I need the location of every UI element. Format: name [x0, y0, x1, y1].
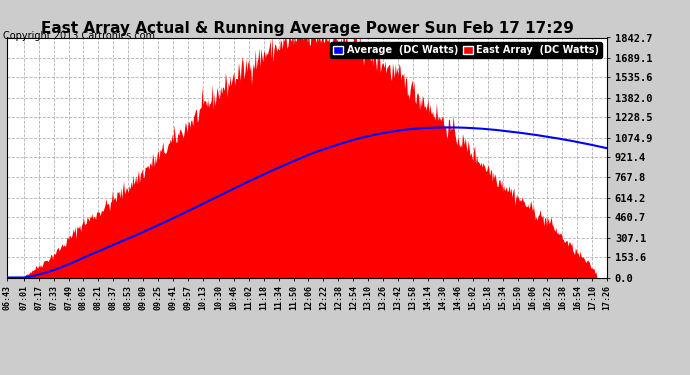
Title: East Array Actual & Running Average Power Sun Feb 17 17:29: East Array Actual & Running Average Powe…	[41, 21, 573, 36]
Text: Copyright 2013 Cartronics.com: Copyright 2013 Cartronics.com	[3, 32, 155, 41]
Legend: Average  (DC Watts), East Array  (DC Watts): Average (DC Watts), East Array (DC Watts…	[330, 42, 602, 58]
